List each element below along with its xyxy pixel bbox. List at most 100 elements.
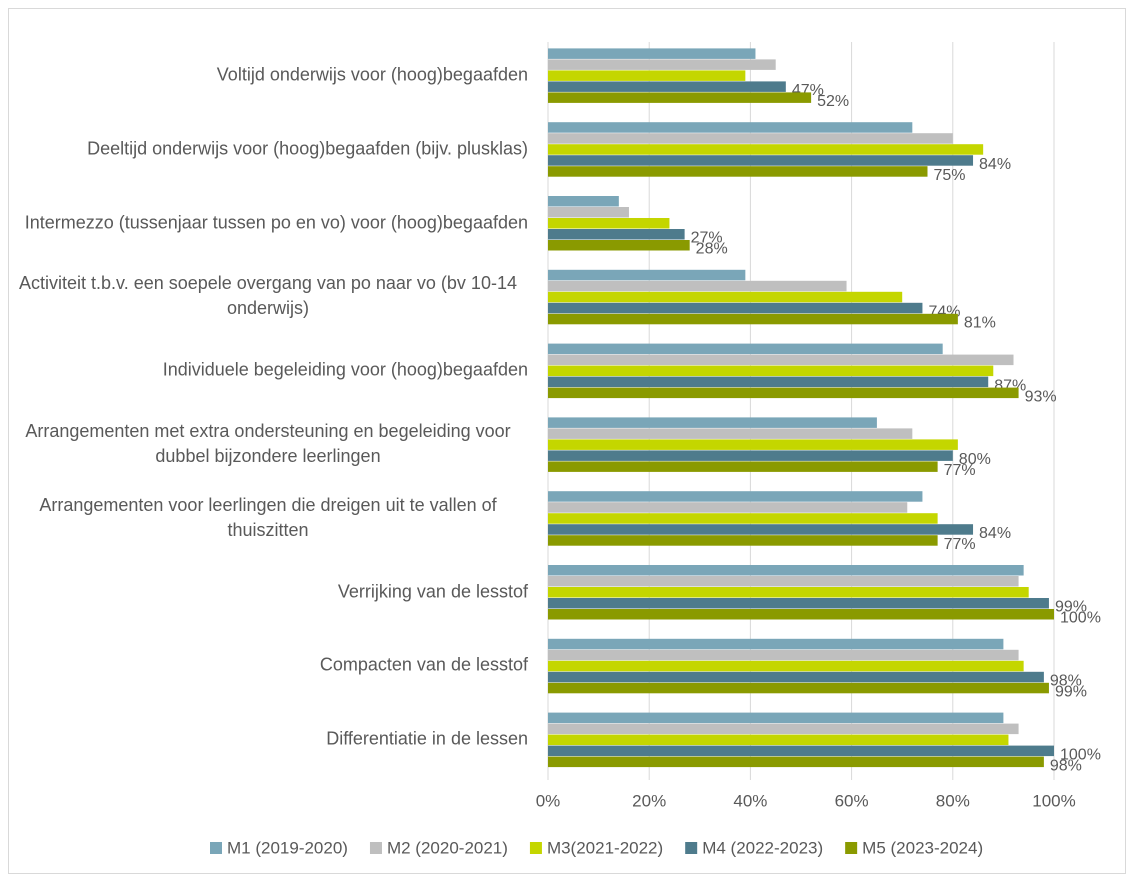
bar: [548, 638, 1004, 650]
data-label: 84%: [979, 156, 1011, 173]
x-tick-label: 40%: [733, 791, 767, 810]
bar: [548, 491, 923, 502]
bar: [548, 144, 984, 155]
category-text: Compacten van de lesstof: [319, 654, 528, 675]
bar: [548, 576, 1019, 587]
legend-label: M2 (2020-2021): [387, 838, 508, 857]
bar: [548, 218, 670, 229]
bar: [548, 229, 685, 240]
category-label: Differentiatie in de lessen: [326, 727, 528, 752]
chart-frame: [8, 8, 1126, 874]
x-tick-label: 20%: [632, 791, 666, 810]
bar: [548, 565, 1024, 576]
legend-swatch: [845, 842, 858, 854]
data-label: 80%: [959, 451, 991, 468]
bar: [548, 59, 776, 70]
bar: [548, 81, 786, 92]
bar: [548, 671, 1044, 683]
category-text: Arrangementen voor leerlingen die dreige…: [39, 494, 497, 540]
bar: [548, 428, 913, 439]
bar: [548, 598, 1049, 609]
bar: [548, 92, 812, 103]
bar: [548, 48, 756, 59]
x-tick-label: 80%: [936, 791, 970, 810]
bar: [548, 745, 1054, 757]
bar: [548, 756, 1044, 768]
data-label: 84%: [979, 525, 1011, 542]
bar: [548, 513, 938, 524]
data-label: 27%: [691, 230, 723, 247]
bar: [548, 166, 928, 177]
data-label: 52%: [817, 93, 849, 110]
category-label: Arrangementen voor leerlingen die dreige…: [8, 493, 528, 543]
bar: [548, 450, 953, 461]
category-label: Voltijd onderwijs voor (hoog)begaafden: [217, 62, 528, 87]
category-text: Verrijking van de lesstof: [337, 581, 528, 601]
data-label: 77%: [944, 536, 976, 553]
category-label: Compacten van de lesstof: [320, 653, 528, 678]
category-text: Differentiatie in de lessen: [326, 728, 528, 749]
bar: [548, 207, 629, 218]
category-text: Activiteit t.b.v. een soepele overgang v…: [19, 273, 517, 319]
data-label: 99%: [1055, 599, 1087, 616]
category-text: Intermezzo (tussenjaar tussen po en vo) …: [24, 212, 528, 232]
bar: [548, 712, 1004, 724]
bar: [548, 502, 908, 513]
bar: [548, 461, 938, 472]
bar: [548, 155, 974, 166]
bar: [548, 365, 994, 377]
bar: [548, 587, 1029, 598]
bar: [548, 682, 1049, 694]
data-label: 98%: [1050, 673, 1082, 690]
legend-swatch: [210, 842, 222, 854]
bar: [548, 649, 1019, 661]
bar: [548, 439, 958, 450]
legend-label: M5 (2023-2024): [862, 838, 983, 857]
bar: [548, 302, 923, 314]
bar: [548, 280, 847, 292]
category-label: Activiteit t.b.v. een soepele overgang v…: [8, 271, 528, 321]
data-label: 28%: [696, 241, 728, 258]
legend-label: M4 (2022-2023): [702, 838, 823, 857]
data-label: 100%: [1060, 610, 1101, 627]
data-label: 99%: [1055, 684, 1087, 701]
bar: [548, 122, 913, 133]
bar: [548, 291, 903, 303]
category-label: Arrangementen met extra ondersteuning en…: [8, 419, 528, 469]
bar: [548, 354, 1014, 366]
category-text: Voltijd onderwijs voor (hoog)begaafden: [216, 64, 528, 85]
bar: [548, 343, 943, 355]
legend-swatch: [529, 842, 542, 854]
legend-label: M3(2021-2022): [547, 838, 663, 857]
bar: [548, 723, 1019, 735]
category-label: Deeltijd onderwijs voor (hoog)begaafden …: [87, 136, 528, 161]
bar: [548, 524, 974, 535]
category-label: Verrijking van de lesstof: [338, 579, 528, 604]
bar: [548, 133, 953, 144]
x-tick-label: 60%: [835, 791, 869, 810]
bar: [548, 70, 746, 81]
bar: [548, 417, 877, 428]
category-label: Individuele begeleiding voor (hoog)begaa…: [163, 358, 528, 383]
data-label: 77%: [944, 462, 976, 479]
legend-swatch: [369, 842, 382, 854]
bar: [548, 609, 1054, 620]
bar: [548, 269, 746, 281]
bar: [548, 313, 958, 325]
bar: [548, 240, 690, 251]
bar: [548, 660, 1024, 672]
data-label: 93%: [1025, 388, 1057, 405]
x-tick-label: 100%: [1032, 791, 1075, 810]
bar: [548, 196, 619, 207]
data-label: 81%: [964, 315, 996, 332]
category-text: Individuele begeleiding voor (hoog)begaa…: [162, 359, 528, 380]
data-label: 98%: [1050, 757, 1082, 774]
legend-label: M1 (2019-2020): [227, 838, 348, 857]
data-label: 75%: [934, 167, 966, 184]
bar: [548, 535, 938, 546]
category-text: Deeltijd onderwijs voor (hoog)begaafden …: [87, 138, 528, 159]
bar: [548, 734, 1009, 746]
category-text: Arrangementen met extra ondersteuning en…: [25, 420, 511, 466]
